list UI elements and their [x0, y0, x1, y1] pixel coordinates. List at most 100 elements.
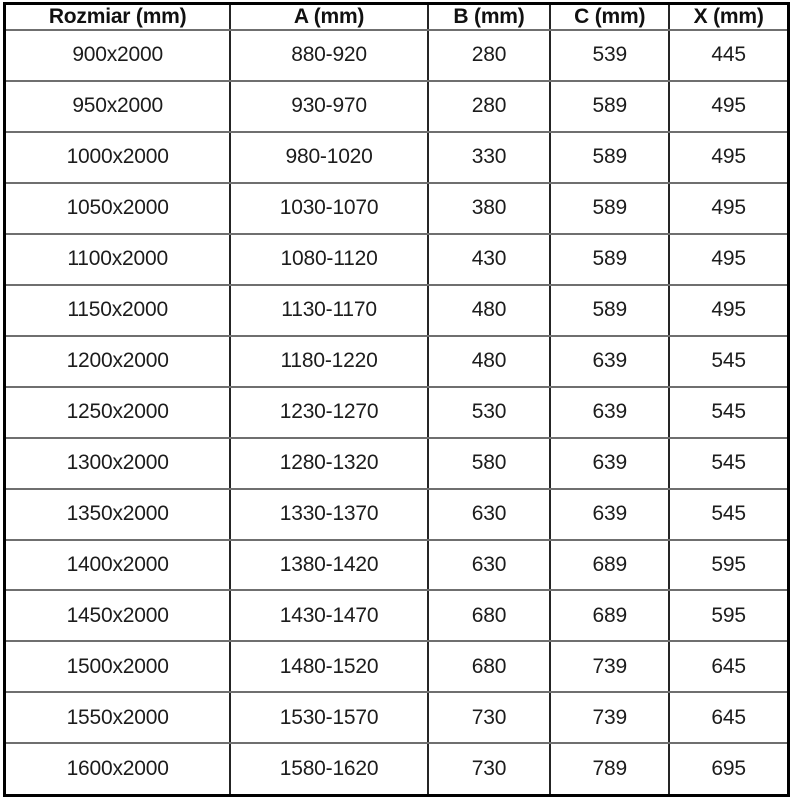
table-cell: 1550x2000	[3, 691, 232, 745]
table-cell: 530	[426, 385, 552, 439]
table-cell: 630	[426, 487, 552, 541]
table-cell: 1230-1270	[229, 385, 429, 439]
table-cell: 539	[549, 29, 671, 82]
table-row: 900x2000 880-920 280 539 445	[3, 29, 790, 82]
table-cell: 445	[668, 29, 790, 82]
table-cell: 480	[426, 334, 552, 388]
table-cell: 1200x2000	[3, 334, 232, 388]
table-cell: 430	[426, 232, 552, 286]
table-cell: 639	[549, 436, 671, 490]
column-header: B (mm)	[426, 2, 552, 31]
table-cell: 1400x2000	[3, 538, 232, 592]
table-row: 1000x2000 980-1020 330 589 495	[3, 130, 790, 184]
table-cell: 595	[668, 589, 790, 643]
table-cell: 1300x2000	[3, 436, 232, 490]
table-cell: 589	[549, 79, 671, 133]
table-cell: 1530-1570	[229, 691, 429, 745]
table-row: 1100x2000 1080-1120 430 589 495	[3, 232, 790, 286]
table-cell: 645	[668, 640, 790, 694]
table-cell: 930-970	[229, 79, 429, 133]
table-cell: 900x2000	[3, 29, 232, 82]
table-row: 1600x2000 1580-1620 730 789 695	[3, 742, 790, 797]
table-cell: 789	[549, 742, 671, 797]
table-row: 1200x2000 1180-1220 480 639 545	[3, 334, 790, 388]
table-cell: 880-920	[229, 29, 429, 82]
table-cell: 730	[426, 691, 552, 745]
column-header: C (mm)	[549, 2, 671, 31]
table-cell: 1280-1320	[229, 436, 429, 490]
table-cell: 1430-1470	[229, 589, 429, 643]
table-cell: 695	[668, 742, 790, 797]
table-cell: 495	[668, 181, 790, 235]
table-row: 1500x2000 1480-1520 680 739 645	[3, 640, 790, 694]
table-cell: 280	[426, 29, 552, 82]
table-cell: 589	[549, 283, 671, 337]
table-cell: 545	[668, 436, 790, 490]
table-cell: 639	[549, 487, 671, 541]
table-row: 1300x2000 1280-1320 580 639 545	[3, 436, 790, 490]
table-cell: 495	[668, 232, 790, 286]
table-cell: 545	[668, 487, 790, 541]
table-cell: 1250x2000	[3, 385, 232, 439]
column-header: Rozmiar (mm)	[3, 2, 232, 31]
table-cell: 495	[668, 283, 790, 337]
table-cell: 1000x2000	[3, 130, 232, 184]
table-cell: 639	[549, 334, 671, 388]
table-row: 1400x2000 1380-1420 630 689 595	[3, 538, 790, 592]
table-cell: 689	[549, 589, 671, 643]
table-cell: 980-1020	[229, 130, 429, 184]
table-cell: 545	[668, 385, 790, 439]
table-cell: 380	[426, 181, 552, 235]
table-row: 1150x2000 1130-1170 480 589 495	[3, 283, 790, 337]
table-cell: 680	[426, 589, 552, 643]
table-cell: 1500x2000	[3, 640, 232, 694]
table-cell: 739	[549, 691, 671, 745]
table-cell: 589	[549, 130, 671, 184]
table-cell: 1580-1620	[229, 742, 429, 797]
table-cell: 1150x2000	[3, 283, 232, 337]
table-cell: 1600x2000	[3, 742, 232, 797]
table-cell: 1100x2000	[3, 232, 232, 286]
table-cell: 1350x2000	[3, 487, 232, 541]
table-cell: 589	[549, 232, 671, 286]
table-cell: 589	[549, 181, 671, 235]
table-cell: 1330-1370	[229, 487, 429, 541]
table-cell: 680	[426, 640, 552, 694]
table-cell: 1450x2000	[3, 589, 232, 643]
table-cell: 689	[549, 538, 671, 592]
table-cell: 730	[426, 742, 552, 797]
table-cell: 739	[549, 640, 671, 694]
table-cell: 645	[668, 691, 790, 745]
table-cell: 330	[426, 130, 552, 184]
table-cell: 480	[426, 283, 552, 337]
header-row: Rozmiar (mm) A (mm) B (mm) C (mm) X (mm)	[3, 2, 790, 31]
table-cell: 580	[426, 436, 552, 490]
table-cell: 1180-1220	[229, 334, 429, 388]
table-cell: 1030-1070	[229, 181, 429, 235]
table-cell: 950x2000	[3, 79, 232, 133]
table-row: 1050x2000 1030-1070 380 589 495	[3, 181, 790, 235]
table-cell: 280	[426, 79, 552, 133]
table-cell: 595	[668, 538, 790, 592]
table-cell: 495	[668, 130, 790, 184]
table-cell: 1080-1120	[229, 232, 429, 286]
column-header: A (mm)	[229, 2, 429, 31]
table-cell: 639	[549, 385, 671, 439]
table-row: 1250x2000 1230-1270 530 639 545	[3, 385, 790, 439]
table-row: 1450x2000 1430-1470 680 689 595	[3, 589, 790, 643]
table-body: 900x2000 880-920 280 539 445 950x2000 930-970 2…	[3, 29, 790, 797]
table-cell: 1050x2000	[3, 181, 232, 235]
table-cell: 1480-1520	[229, 640, 429, 694]
table-row: 950x2000 930-970 280 589 495	[3, 79, 790, 133]
table-cell: 1130-1170	[229, 283, 429, 337]
table-cell: 1380-1420	[229, 538, 429, 592]
table-cell: 630	[426, 538, 552, 592]
column-header: X (mm)	[668, 2, 790, 31]
size-table: Rozmiar (mm) A (mm) B (mm) C (mm) X (mm) 900…	[3, 2, 790, 797]
table-cell: 495	[668, 79, 790, 133]
table-row: 1350x2000 1330-1370 630 639 545	[3, 487, 790, 541]
table-header: Rozmiar (mm) A (mm) B (mm) C (mm) X (mm)	[3, 2, 790, 31]
table-row: 1550x2000 1530-1570 730 739 645	[3, 691, 790, 745]
table-cell: 545	[668, 334, 790, 388]
